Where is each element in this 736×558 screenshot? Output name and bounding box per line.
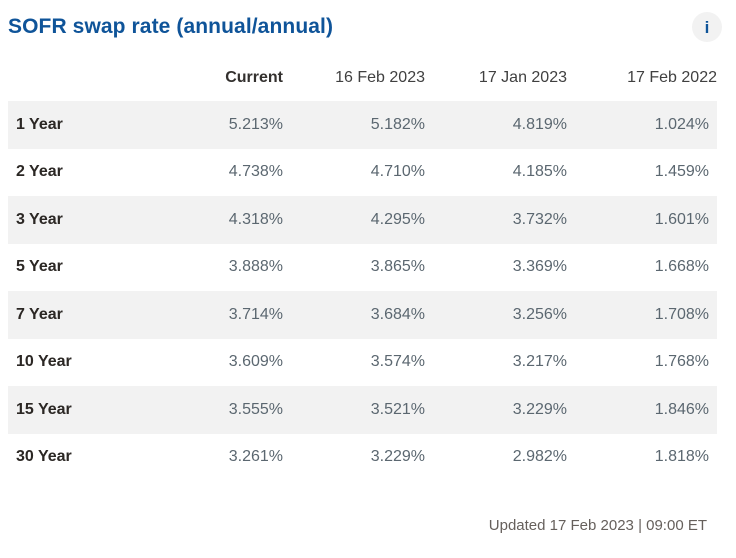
info-button[interactable]: i (692, 12, 722, 42)
rates-table: Current 16 Feb 2023 17 Jan 2023 17 Feb 2… (8, 55, 717, 481)
rate-value: 5.213% (228, 115, 283, 133)
table-row-10-year: 10 Year 3.609% 3.574% 3.217% 1.768% (8, 339, 717, 387)
column-header-date-3: 17 Feb 2022 (627, 69, 717, 86)
rate-value: 3.217% (512, 353, 567, 371)
rate-value: 3.521% (370, 400, 425, 418)
widget-header: SOFR swap rate (annual/annual) i (0, 0, 736, 55)
rate-value: 1.846% (654, 400, 709, 418)
table-row-30-year: 30 Year 3.261% 3.229% 2.982% 1.818% (8, 434, 717, 482)
rate-value: 1.708% (654, 305, 709, 323)
row-label: 5 Year (16, 258, 63, 276)
rate-value: 4.819% (512, 115, 567, 133)
rate-value: 3.229% (512, 400, 567, 418)
rate-value: 4.185% (512, 163, 567, 181)
row-label: 3 Year (16, 210, 63, 228)
rate-value: 2.982% (512, 448, 567, 466)
rate-value: 3.574% (370, 353, 425, 371)
rate-value: 3.684% (370, 305, 425, 323)
rate-value: 1.459% (654, 163, 709, 181)
rate-value: 5.182% (370, 115, 425, 133)
row-label: 15 Year (16, 400, 72, 418)
rate-value: 4.738% (228, 163, 283, 181)
rate-value: 3.865% (370, 258, 425, 276)
rate-value: 1.024% (654, 115, 709, 133)
rate-value: 3.732% (512, 210, 567, 228)
rate-value: 3.555% (228, 400, 283, 418)
page-title: SOFR swap rate (annual/annual) (8, 15, 334, 38)
row-label: 2 Year (16, 163, 63, 181)
rate-value: 3.888% (228, 258, 283, 276)
rate-value: 1.818% (654, 448, 709, 466)
table-row-2-year: 2 Year 4.738% 4.710% 4.185% 1.459% (8, 149, 717, 197)
table-row-3-year: 3 Year 4.318% 4.295% 3.732% 1.601% (8, 196, 717, 244)
rate-value: 4.318% (228, 210, 283, 228)
rate-value: 3.714% (228, 305, 283, 323)
updated-timestamp: Updated 17 Feb 2023 | 09:00 ET (488, 517, 707, 534)
rate-value: 3.229% (370, 448, 425, 466)
row-label: 30 Year (16, 448, 72, 466)
table-header: Current 16 Feb 2023 17 Jan 2023 17 Feb 2… (8, 55, 717, 101)
rate-value: 3.369% (512, 258, 567, 276)
row-label: 10 Year (16, 353, 72, 371)
table-row-7-year: 7 Year 3.714% 3.684% 3.256% 1.708% (8, 291, 717, 339)
rate-value: 4.295% (370, 210, 425, 228)
table-row-5-year: 5 Year 3.888% 3.865% 3.369% 1.668% (8, 244, 717, 292)
row-label: 1 Year (16, 115, 63, 133)
header-row: Current 16 Feb 2023 17 Jan 2023 17 Feb 2… (8, 55, 717, 101)
table-row-15-year: 15 Year 3.555% 3.521% 3.229% 1.846% (8, 386, 717, 434)
rate-value: 1.601% (654, 210, 709, 228)
rate-value: 1.768% (654, 353, 709, 371)
column-header-date-2: 17 Jan 2023 (478, 69, 567, 86)
info-icon: i (704, 17, 710, 37)
rate-value: 1.668% (654, 258, 709, 276)
rate-value: 3.256% (512, 305, 567, 323)
rate-value: 4.710% (370, 163, 425, 181)
column-header-current: Current (225, 69, 283, 86)
rate-value: 3.261% (228, 448, 283, 466)
rate-value: 3.609% (228, 353, 283, 371)
table-row-1-year: 1 Year 5.213% 5.182% 4.819% 1.024% (8, 101, 717, 149)
column-header-date-1: 16 Feb 2023 (335, 69, 425, 86)
table-body: 1 Year 5.213% 5.182% 4.819% 1.024% 2 Yea… (8, 101, 717, 481)
column-header-tenor (8, 55, 141, 101)
row-label: 7 Year (16, 305, 63, 323)
